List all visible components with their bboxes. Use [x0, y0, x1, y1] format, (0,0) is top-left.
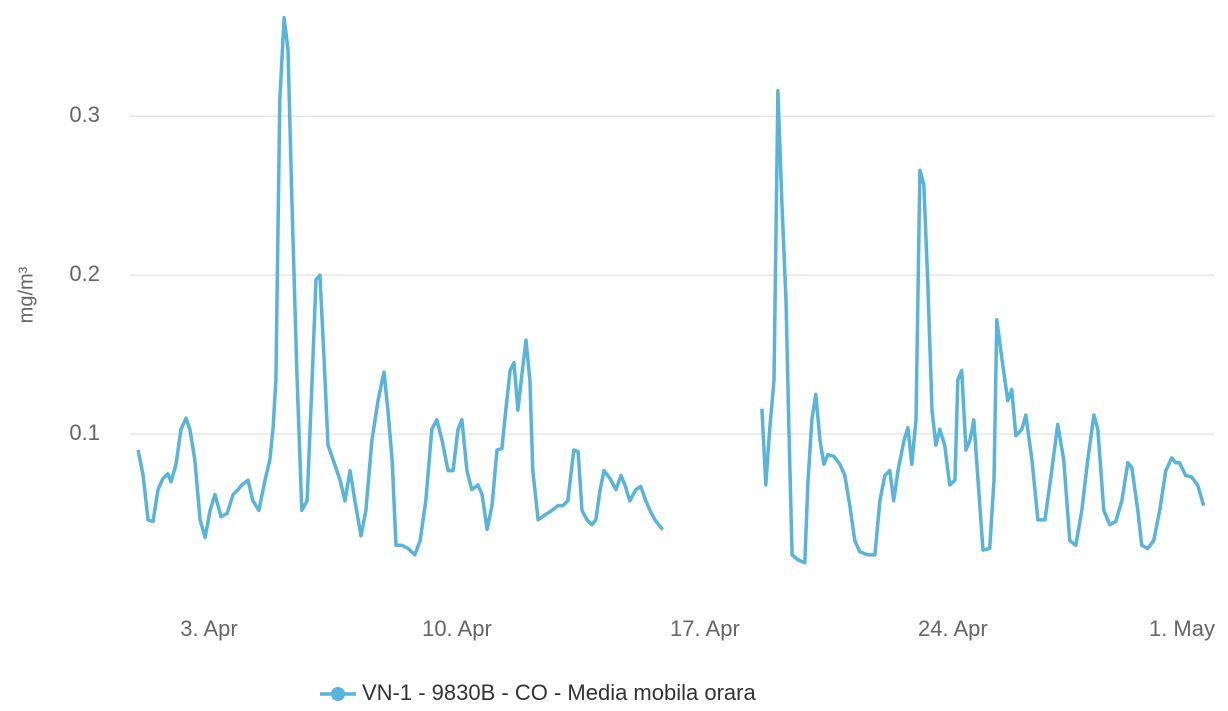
x-tick-label: 1. May [1149, 616, 1215, 641]
y-tick-label: 0.2 [69, 261, 100, 286]
y-axis-title: mg/m³ [15, 266, 37, 323]
x-tick-label: 17. Apr [670, 616, 740, 641]
y-tick-label: 0.3 [69, 102, 100, 127]
x-tick-label: 10. Apr [422, 616, 492, 641]
x-tick-label: 3. Apr [180, 616, 237, 641]
x-tick-label: 24. Apr [918, 616, 988, 641]
y-tick-label: 0.1 [69, 420, 100, 445]
legend-label: VN-1 - 9830B - CO - Media mobila orara [362, 680, 756, 705]
data-line [136, 15, 1206, 565]
legend-marker [331, 687, 345, 701]
legend-item[interactable]: VN-1 - 9830B - CO - Media mobila orara [320, 680, 756, 705]
